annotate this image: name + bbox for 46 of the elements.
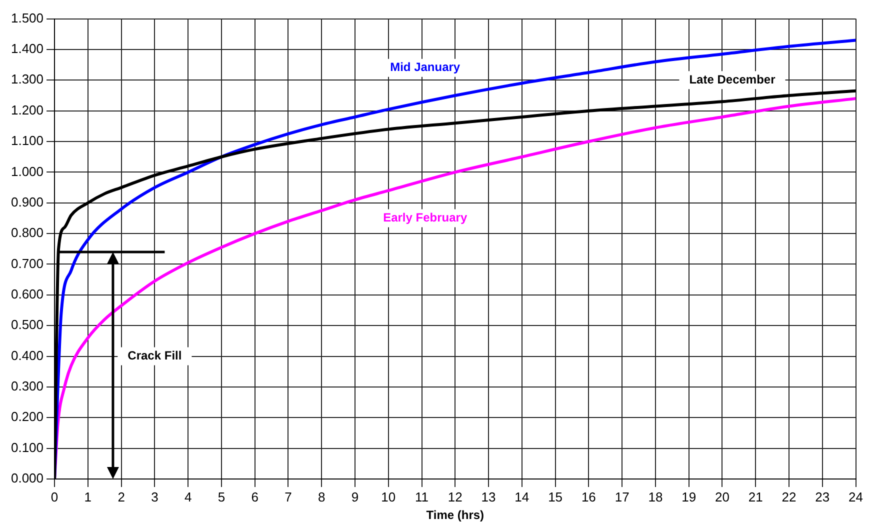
- x-tick-label: 1: [84, 489, 92, 504]
- x-tick-label: 3: [151, 489, 158, 504]
- x-tick-label: 18: [648, 489, 663, 504]
- x-tick-label: 4: [184, 489, 192, 504]
- x-tick-label: 22: [782, 489, 796, 504]
- y-tick-label: 0.100: [10, 440, 44, 455]
- x-tick-label: 21: [748, 489, 763, 504]
- series-label: Late December: [689, 72, 776, 86]
- y-tick-label: 1.000: [10, 164, 44, 179]
- x-tick-label: 17: [614, 489, 630, 504]
- x-tick-label: 5: [218, 489, 226, 504]
- y-tick-label: 0.500: [10, 317, 44, 332]
- y-tick-label: 0.700: [10, 256, 44, 271]
- x-tick-label: 24: [848, 489, 864, 504]
- series-label: Mid January: [390, 60, 460, 74]
- series-label: Early February: [383, 210, 468, 225]
- y-tick-label: 0.000: [10, 470, 44, 486]
- x-tick-label: 8: [318, 489, 326, 504]
- x-tick-label: 19: [682, 489, 696, 504]
- x-tick-label: 11: [415, 489, 429, 504]
- y-tick-label: 1.200: [10, 102, 44, 118]
- x-tick-label: 0: [50, 489, 58, 504]
- y-tick-label: 0.400: [10, 348, 44, 363]
- x-tick-label: 7: [284, 489, 292, 504]
- x-tick-label: 15: [548, 489, 563, 504]
- x-tick-label: 2: [118, 489, 125, 504]
- x-tick-label: 6: [251, 489, 258, 504]
- x-tick-label: 13: [481, 489, 496, 504]
- x-tick-label: 14: [514, 489, 530, 504]
- annotation: Crack Fill: [128, 348, 182, 363]
- x-tick-label: 12: [448, 489, 462, 504]
- y-tick-label: 1.300: [10, 72, 44, 87]
- x-tick-label: 9: [351, 489, 359, 504]
- y-tick-label: 0.600: [10, 286, 44, 302]
- x-axis-title: Time (hrs): [426, 508, 484, 522]
- y-tick-label: 0.900: [10, 194, 44, 210]
- x-tick-label: 23: [815, 489, 830, 504]
- y-tick-label: 1.400: [10, 41, 44, 56]
- y-tick-label: 0.800: [10, 225, 44, 240]
- x-tick-label: 20: [714, 489, 730, 504]
- y-tick-label: 1.100: [10, 133, 44, 148]
- y-tick-label: 0.300: [10, 378, 44, 394]
- x-tick-label: 10: [381, 489, 396, 504]
- y-tick-label: 1.500: [10, 10, 44, 26]
- y-tick-label: 0.200: [10, 409, 44, 424]
- x-tick-label: 16: [581, 489, 596, 504]
